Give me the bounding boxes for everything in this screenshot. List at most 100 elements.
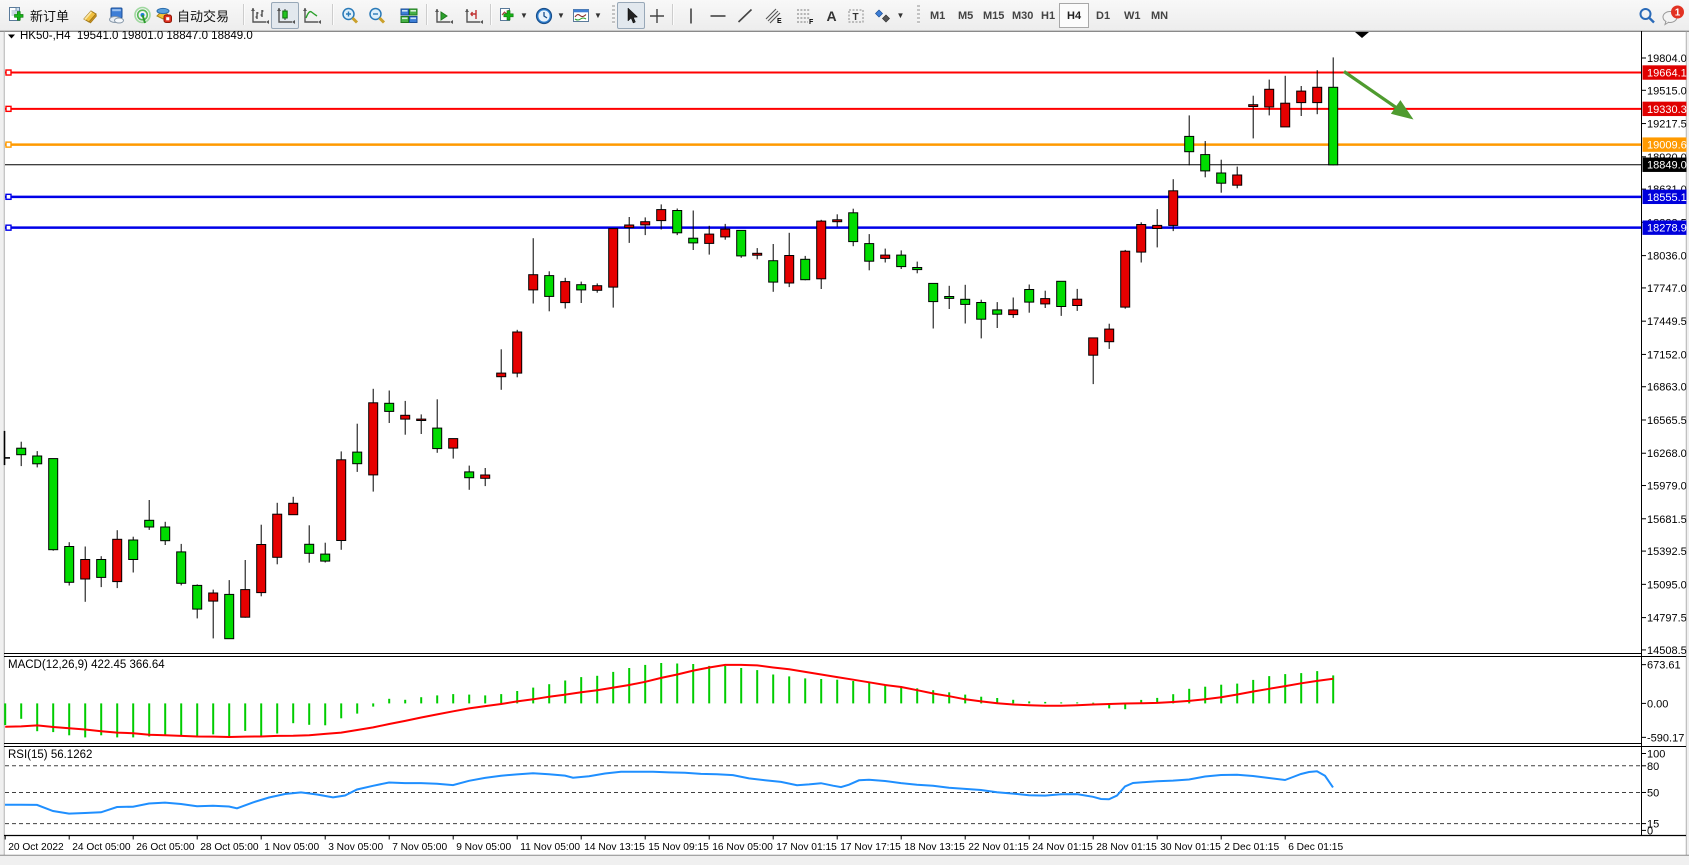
price-axis-label: 14508.5 — [1647, 645, 1687, 657]
price-axis-label: 18036.0 — [1647, 251, 1687, 263]
candle-body — [273, 514, 282, 557]
candle-body — [721, 229, 730, 237]
candle-body — [65, 546, 74, 582]
horizontal-line-tool-button[interactable] — [704, 2, 732, 29]
level-line-handle[interactable] — [6, 70, 11, 75]
bar-chart-button[interactable] — [245, 2, 273, 29]
candle-body — [1025, 289, 1034, 302]
rsi-axis-label: 50 — [1647, 787, 1659, 799]
candle-body — [33, 456, 42, 464]
bid-price-badge: 18849.0 — [1647, 160, 1687, 172]
line-chart-icon — [302, 6, 321, 25]
templates-button[interactable]: ▼ — [567, 2, 606, 29]
price-axis-label: 14797.5 — [1647, 613, 1687, 625]
candle-52[interactable] — [849, 209, 858, 247]
candle-body — [497, 373, 506, 377]
toolbar-separator — [332, 4, 334, 25]
market-watch-button[interactable] — [76, 2, 104, 29]
crosshair-tool-button[interactable] — [643, 2, 671, 29]
toolbar-grip[interactable] — [612, 5, 615, 24]
price-axis-label: 16565.5 — [1647, 415, 1687, 427]
candle-body — [993, 310, 1002, 314]
time-axis-label: 18 Nov 13:15 — [904, 842, 965, 853]
candle-body — [113, 539, 122, 581]
candle-31[interactable] — [513, 330, 522, 377]
indicators-button[interactable]: ▼ — [493, 2, 532, 29]
toolbar-grip[interactable] — [917, 5, 920, 24]
price-axis-label: 15392.5 — [1647, 546, 1687, 558]
autotrading-button[interactable]: 自动交易 — [152, 2, 236, 29]
candle-6[interactable] — [113, 530, 122, 588]
candlestick-chart-button[interactable] — [271, 2, 299, 29]
candle-49[interactable] — [801, 256, 810, 280]
signals-icon — [133, 6, 152, 25]
notifications-button[interactable]: 1 — [1658, 2, 1688, 29]
candle-body — [929, 283, 938, 301]
time-axis-label: 14 Nov 13:15 — [584, 842, 645, 853]
candle-body — [1217, 173, 1226, 183]
channel-tool-button[interactable]: E — [759, 2, 789, 29]
candle-45[interactable] — [737, 230, 746, 257]
price-axis-label: 19804.0 — [1647, 53, 1687, 65]
candle-body — [193, 585, 202, 609]
time-axis-label: 24 Nov 01:15 — [1032, 842, 1093, 853]
arrows-shapes-icon — [874, 7, 894, 25]
timeframe-mn-button[interactable]: MN — [1143, 3, 1176, 28]
text-tool-button[interactable]: A — [818, 2, 845, 29]
text-label-icon: T — [847, 7, 865, 25]
level-line-handle[interactable] — [6, 142, 11, 147]
time-axis-label: 28 Nov 01:15 — [1096, 842, 1157, 853]
candle-50[interactable] — [817, 220, 826, 289]
trendline-tool-button[interactable] — [731, 2, 759, 29]
fibonacci-tool-button[interactable]: F — [790, 2, 820, 29]
candle-2[interactable] — [49, 459, 58, 551]
zoom-in-button[interactable] — [335, 2, 364, 29]
level-line-handle[interactable] — [6, 194, 11, 199]
price-axis-label: 16863.0 — [1647, 382, 1687, 394]
text-label-tool-button[interactable]: T — [842, 2, 869, 29]
auto-scroll-button[interactable] — [428, 2, 457, 29]
svg-text:T: T — [852, 12, 858, 23]
timeframe-label: M1 — [930, 10, 945, 22]
templates-icon — [571, 6, 591, 26]
time-axis-label: 17 Nov 01:15 — [776, 842, 837, 853]
indicators-dropdown-arrow: ▼ — [520, 11, 528, 20]
level-line-handle[interactable] — [6, 106, 11, 111]
zoom-out-button[interactable] — [362, 2, 391, 29]
chart-shift-button[interactable] — [458, 2, 487, 29]
price-axis-label: 15681.5 — [1647, 514, 1687, 526]
line-chart-button[interactable] — [297, 2, 325, 29]
zoom-in-icon — [340, 6, 360, 26]
time-axis-label: 16 Nov 05:00 — [712, 842, 773, 853]
candle-69[interactable] — [1121, 250, 1130, 309]
price-chart[interactable]: HK50-,H4 19541.0 19801.0 18847.0 18849.0… — [0, 31, 1689, 860]
price-axis-label: 15095.0 — [1647, 579, 1687, 591]
toolbar-separator — [672, 4, 674, 25]
strategy-tester-button[interactable] — [102, 2, 130, 29]
cursor-tool-button[interactable] — [617, 2, 645, 29]
text-tool-label: A — [826, 8, 836, 24]
tile-windows-button[interactable] — [394, 2, 423, 29]
periods-button[interactable]: ▼ — [530, 2, 569, 29]
candle-body — [561, 282, 570, 303]
market-watch-icon — [81, 7, 99, 25]
candle-body — [209, 593, 218, 601]
candlestick-chart-icon — [276, 6, 295, 25]
timeframe-m1-button[interactable]: M1 — [922, 3, 953, 28]
level-line-handle[interactable] — [6, 225, 11, 230]
candle-3[interactable] — [65, 542, 74, 585]
candle-20[interactable] — [337, 451, 346, 549]
timeframe-label: M5 — [958, 10, 973, 22]
timeframe-label: H1 — [1041, 10, 1055, 22]
timeframe-h4-button[interactable]: H4 — [1059, 3, 1089, 28]
candle-41[interactable] — [673, 209, 682, 236]
candle-body — [1281, 103, 1290, 127]
candle-body — [705, 234, 714, 243]
price-axis-label: 19515.0 — [1647, 85, 1687, 97]
candle-body — [353, 452, 362, 464]
vertical-line-tool-button[interactable] — [677, 2, 705, 29]
arrows-tool-button[interactable]: ▼ — [868, 2, 910, 29]
timeframe-d1-button[interactable]: D1 — [1088, 3, 1118, 28]
strategy-tester-icon — [107, 6, 126, 25]
